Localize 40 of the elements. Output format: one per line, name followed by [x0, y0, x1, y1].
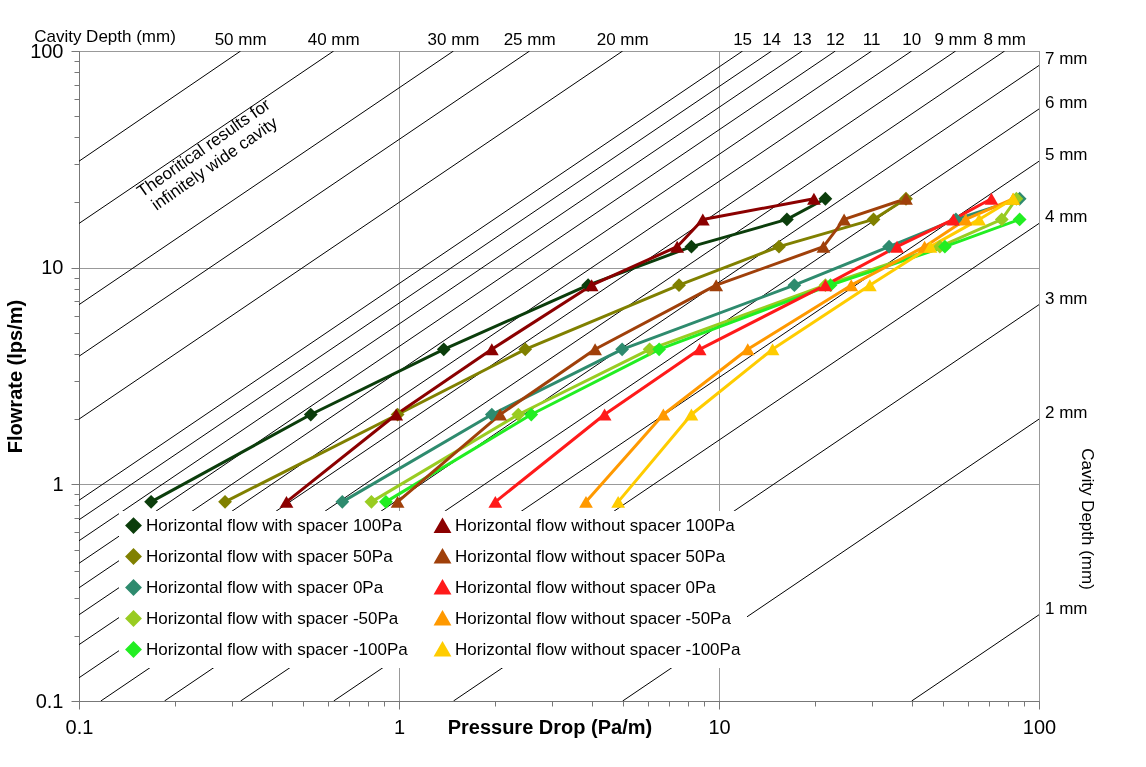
series-label: 8 mm [983, 30, 1026, 49]
legend-label: Horizontal flow without spacer -100Pa [455, 639, 741, 659]
series-label: 5 mm [1045, 145, 1088, 165]
series-label: 4 mm [1045, 207, 1088, 227]
y-tick-label: 10 [41, 256, 64, 279]
legend-label: Horizontal flow without spacer -50Pa [455, 608, 732, 628]
x-tick-label: 100 [1022, 715, 1057, 738]
series-label: 20 mm [596, 30, 649, 49]
legend-label: Horizontal flow with spacer 0Pa [146, 577, 384, 597]
series-label: 25 mm [503, 30, 556, 49]
series-label: 11 [862, 30, 881, 49]
legend-label: Horizontal flow with spacer 100Pa [146, 515, 403, 535]
legend-label: Horizontal flow with spacer -50Pa [146, 608, 399, 628]
text: Cavity Depth (mm) [1078, 448, 1097, 590]
x-tick-label: 0.1 [65, 715, 94, 738]
x-tick-label: 10 [708, 715, 731, 738]
series-label: 1 mm [1045, 598, 1088, 618]
series-label: 7 mm [1045, 49, 1088, 69]
legend-label: Horizontal flow without spacer 100Pa [455, 516, 736, 536]
x-axis-title: Pressure Drop (Pa/m) [447, 715, 653, 738]
legend-label: Horizontal flow without spacer 50Pa [455, 546, 726, 566]
series-label: 40 mm [307, 30, 360, 49]
series-label: 30 mm [427, 30, 480, 49]
y-tick-label: 0.1 [35, 689, 64, 712]
y-axis-title: Flowrate (lps/m) [4, 299, 27, 454]
legend-label: Horizontal flow with spacer -100Pa [146, 639, 409, 659]
series-label: 2 mm [1045, 403, 1088, 423]
series-label: 9 mm [934, 30, 977, 49]
series-label: 12 [825, 30, 845, 49]
series-label: 6 mm [1045, 92, 1088, 112]
legend-label: Horizontal flow without spacer 0Pa [455, 577, 717, 597]
y-tick-label: 1 [52, 472, 64, 495]
x-tick-label: 1 [393, 715, 406, 738]
series-label: 14 [762, 30, 782, 49]
series-label: 50 mm [214, 30, 267, 49]
series-label: 10 [902, 30, 922, 49]
series-label: 13 [792, 30, 812, 49]
series-label: 15 [733, 30, 753, 49]
series-label: 3 mm [1045, 288, 1088, 308]
legend-label: Horizontal flow with spacer 50Pa [146, 546, 394, 566]
